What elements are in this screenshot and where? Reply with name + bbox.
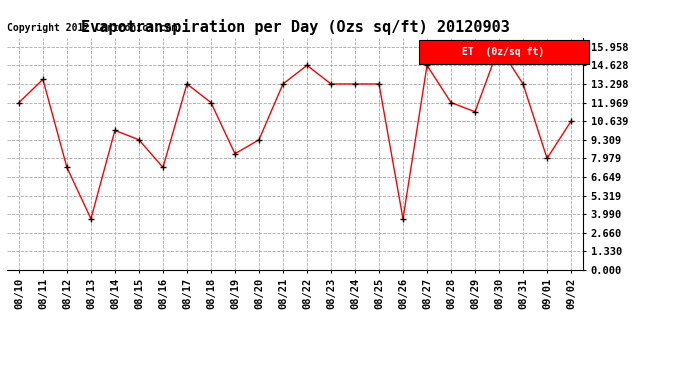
Text: ET  (0z/sq ft): ET (0z/sq ft) xyxy=(462,47,544,57)
FancyBboxPatch shape xyxy=(419,40,589,64)
Text: Copyright 2012 Cartronics.com: Copyright 2012 Cartronics.com xyxy=(7,23,177,33)
Title: Evapotranspiration per Day (Ozs sq/ft) 20120903: Evapotranspiration per Day (Ozs sq/ft) 2… xyxy=(81,19,509,35)
